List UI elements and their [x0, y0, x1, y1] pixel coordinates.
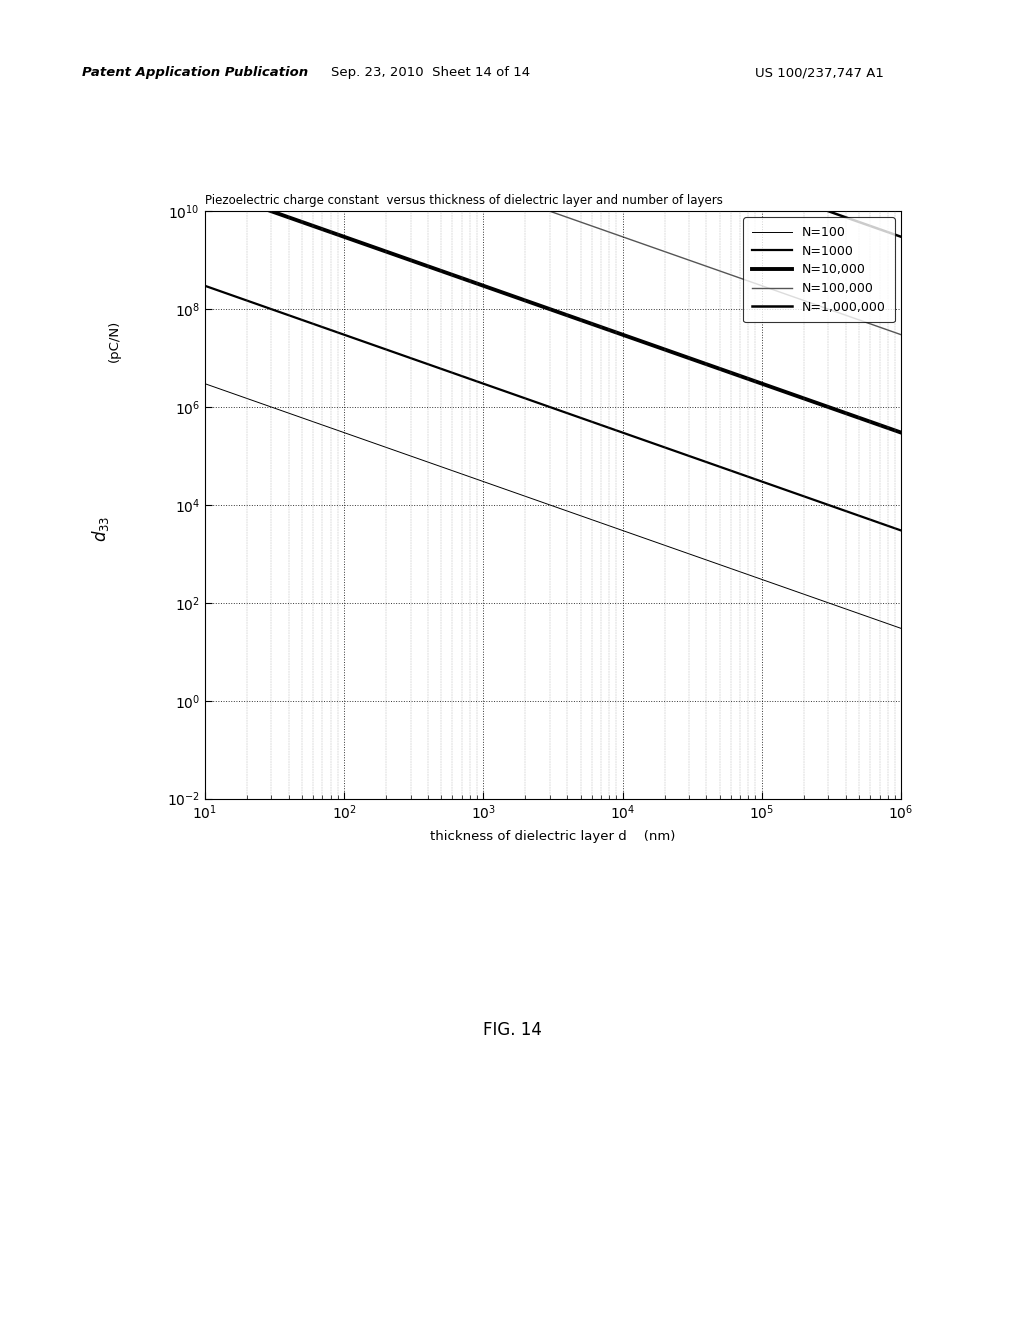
Text: Sep. 23, 2010  Sheet 14 of 14: Sep. 23, 2010 Sheet 14 of 14 — [331, 66, 529, 79]
Text: (pC/N): (pC/N) — [108, 319, 121, 362]
Text: US 100/237,747 A1: US 100/237,747 A1 — [755, 66, 884, 79]
X-axis label: thickness of dielectric layer d    (nm): thickness of dielectric layer d (nm) — [430, 830, 676, 843]
Legend: N=100, N=1000, N=10,000, N=100,000, N=1,000,000: N=100, N=1000, N=10,000, N=100,000, N=1,… — [743, 218, 895, 322]
Text: Piezoelectric charge constant  versus thickness of dielectric layer and number o: Piezoelectric charge constant versus thi… — [205, 194, 723, 207]
Text: Patent Application Publication: Patent Application Publication — [82, 66, 308, 79]
Text: FIG. 14: FIG. 14 — [482, 1020, 542, 1039]
Text: $d_{33}$: $d_{33}$ — [90, 515, 111, 541]
